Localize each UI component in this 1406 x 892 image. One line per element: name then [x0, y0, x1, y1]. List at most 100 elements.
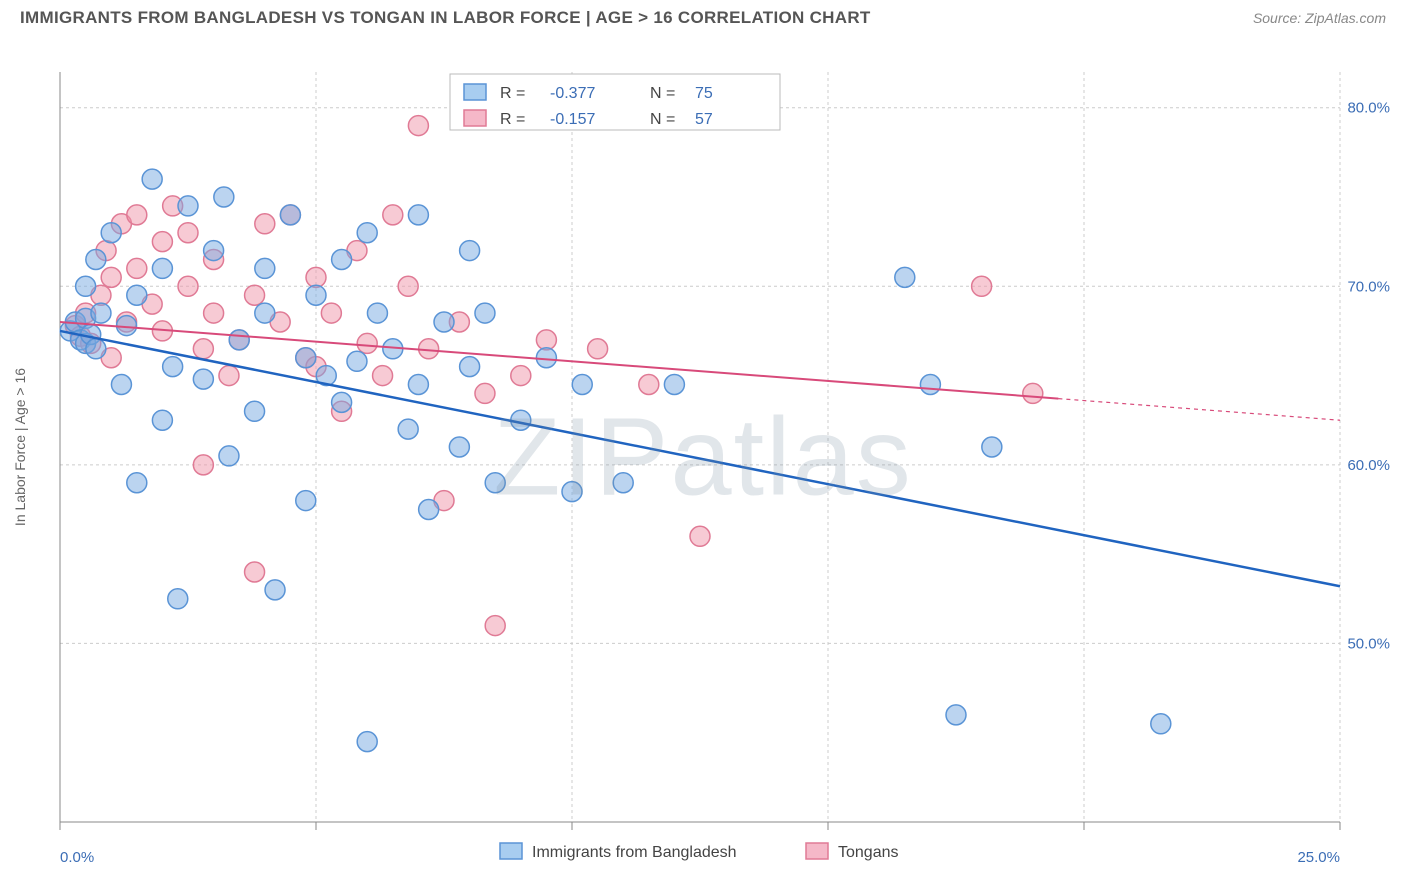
scatter-point: [306, 267, 326, 287]
x-tick-label: 25.0%: [1297, 849, 1340, 866]
scatter-point: [255, 258, 275, 278]
y-tick-label: 80.0%: [1347, 100, 1390, 117]
scatter-point: [408, 205, 428, 225]
scatter-point: [321, 303, 341, 323]
scatter-point: [511, 366, 531, 386]
scatter-point: [946, 705, 966, 725]
scatter-point: [101, 267, 121, 287]
scatter-point: [168, 589, 188, 609]
scatter-point: [562, 482, 582, 502]
scatter-point: [178, 223, 198, 243]
header: IMMIGRANTS FROM BANGLADESH VS TONGAN IN …: [0, 0, 1406, 32]
scatter-point: [347, 351, 367, 371]
scatter-point: [460, 357, 480, 377]
scatter-point: [86, 339, 106, 359]
scatter-point: [920, 375, 940, 395]
scatter-point: [690, 526, 710, 546]
scatter-point: [613, 473, 633, 493]
scatter-point: [572, 375, 592, 395]
scatter-point: [178, 196, 198, 216]
scatter-point: [91, 303, 111, 323]
correlation-scatter-chart: 50.0% 60.0% 70.0% 80.0% 0.0% 25.0% In Labor Fo…: [0, 32, 1406, 882]
scatter-point: [127, 258, 147, 278]
scatter-point: [383, 205, 403, 225]
y-tick-label: 50.0%: [1347, 635, 1390, 652]
scatter-point: [255, 214, 275, 234]
chart-title: IMMIGRANTS FROM BANGLADESH VS TONGAN IN …: [20, 8, 871, 28]
scatter-point: [296, 491, 316, 511]
scatter-point: [193, 455, 213, 475]
scatter-point: [219, 446, 239, 466]
scatter-point: [111, 375, 131, 395]
scatter-point: [536, 330, 556, 350]
legend-n-label: N =: [650, 85, 675, 102]
scatter-point: [245, 562, 265, 582]
scatter-point: [475, 383, 495, 403]
scatter-point: [280, 205, 300, 225]
scatter-point: [193, 369, 213, 389]
x-tick-label: 0.0%: [60, 849, 94, 866]
scatter-point: [449, 437, 469, 457]
scatter-point: [219, 366, 239, 386]
scatter-point: [204, 303, 224, 323]
scatter-point: [127, 285, 147, 305]
scatter-point: [357, 223, 377, 243]
trend-line: [60, 331, 1340, 586]
source-attribution: Source: ZipAtlas.com: [1253, 10, 1386, 26]
scatter-point: [127, 205, 147, 225]
scatter-point: [398, 419, 418, 439]
scatter-point: [664, 375, 684, 395]
y-tick-label: 70.0%: [1347, 278, 1390, 295]
scatter-point: [1023, 383, 1043, 403]
scatter-point: [306, 285, 326, 305]
legend-swatch: [464, 84, 486, 100]
scatter-point: [245, 285, 265, 305]
scatter-point: [332, 392, 352, 412]
scatter-point: [398, 276, 418, 296]
scatter-point: [86, 250, 106, 270]
legend-n-label: N =: [650, 111, 675, 128]
scatter-point: [475, 303, 495, 323]
trend-line-dashed: [1058, 399, 1340, 421]
y-axis-label: In Labor Force | Age > 16: [12, 368, 28, 526]
scatter-point: [639, 375, 659, 395]
scatter-point: [419, 500, 439, 520]
scatter-point: [972, 276, 992, 296]
y-tick-label: 60.0%: [1347, 457, 1390, 474]
scatter-point: [357, 732, 377, 752]
scatter-point: [296, 348, 316, 368]
scatter-point: [193, 339, 213, 359]
scatter-point: [1151, 714, 1171, 734]
legend-n-value: 75: [695, 85, 713, 102]
legend-r-label: R =: [500, 111, 525, 128]
scatter-point: [214, 187, 234, 207]
scatter-point: [152, 410, 172, 430]
scatter-point: [265, 580, 285, 600]
scatter-point: [101, 223, 121, 243]
scatter-point: [367, 303, 387, 323]
scatter-point: [76, 276, 96, 296]
bottom-legend-label: Immigrants from Bangladesh: [532, 844, 737, 861]
scatter-point: [588, 339, 608, 359]
legend-swatch: [464, 110, 486, 126]
legend-r-label: R =: [500, 85, 525, 102]
scatter-point: [255, 303, 275, 323]
scatter-point: [434, 312, 454, 332]
scatter-point: [127, 473, 147, 493]
scatter-point: [408, 116, 428, 136]
legend-r-value: -0.377: [550, 85, 595, 102]
chart-container: ZIPatlas 50.0%60.0%70.0%80.0%0.0%25.0%In…: [0, 32, 1406, 882]
scatter-point: [152, 258, 172, 278]
bottom-legend-swatch: [806, 843, 828, 859]
scatter-point: [178, 276, 198, 296]
scatter-point: [163, 357, 183, 377]
scatter-point: [142, 169, 162, 189]
legend-r-value: -0.157: [550, 111, 595, 128]
scatter-point: [357, 333, 377, 353]
bottom-legend-label: Tongans: [838, 844, 899, 861]
scatter-point: [245, 401, 265, 421]
scatter-point: [204, 241, 224, 261]
scatter-point: [408, 375, 428, 395]
scatter-point: [485, 473, 505, 493]
scatter-point: [982, 437, 1002, 457]
